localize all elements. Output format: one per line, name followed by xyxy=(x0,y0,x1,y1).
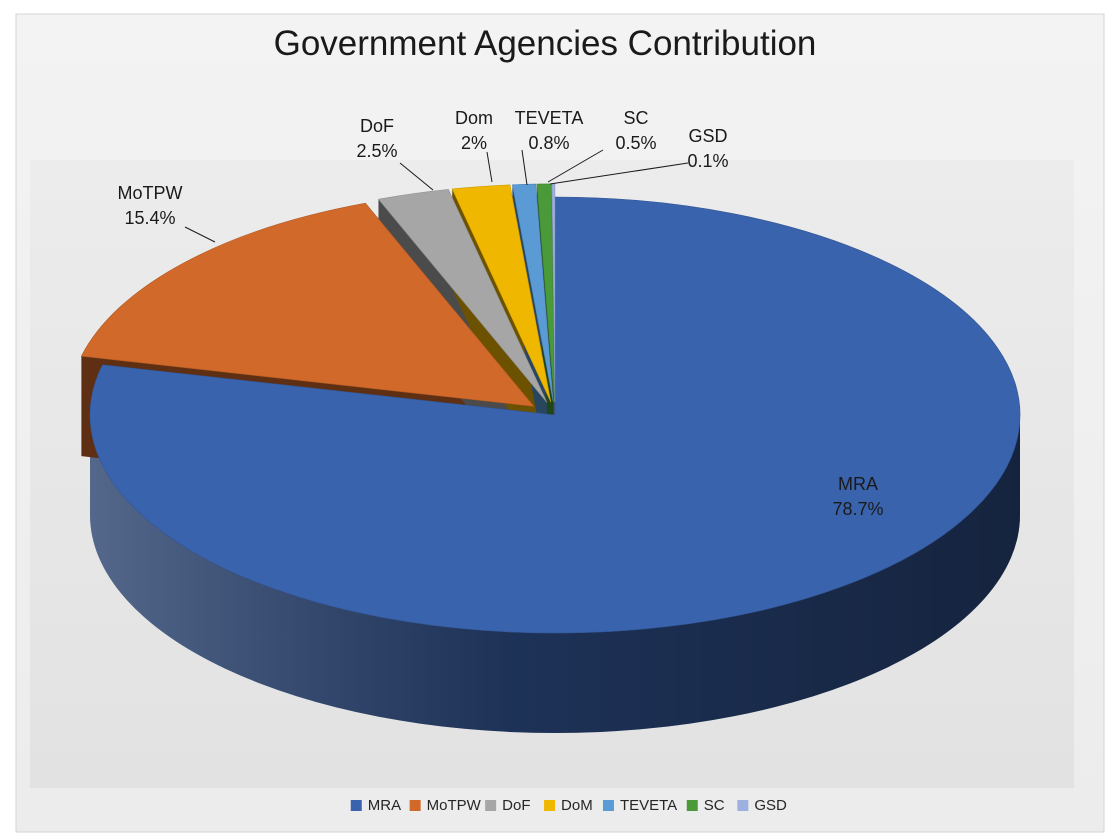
legend-swatch-dom xyxy=(544,800,555,811)
legend-entry-motpw: MoTPW xyxy=(427,797,482,814)
legend-entry-dom: DoM xyxy=(561,797,593,814)
data-label-value-gsd: 0.1% xyxy=(687,151,728,171)
data-label-name-dof: DoF xyxy=(360,116,394,136)
legend-swatch-sc xyxy=(687,800,698,811)
legend-entry-mra: MRA xyxy=(368,797,401,814)
data-label-name-gsd: GSD xyxy=(688,126,727,146)
data-label-value-sc: 0.5% xyxy=(615,133,656,153)
data-label-value-dom: 2% xyxy=(461,133,487,153)
legend-swatch-teveta xyxy=(603,800,614,811)
legend-swatch-motpw xyxy=(410,800,421,811)
data-label-value-teveta: 0.8% xyxy=(528,133,569,153)
data-label-name-teveta: TEVETA xyxy=(515,108,584,128)
data-label-name-sc: SC xyxy=(623,108,648,128)
legend-swatch-gsd xyxy=(737,800,748,811)
data-label-value-dof: 2.5% xyxy=(356,141,397,161)
legend-entry-dof: DoF xyxy=(502,797,530,814)
data-label-name-motpw: MoTPW xyxy=(118,183,183,203)
chart-title: Government Agencies Contribution xyxy=(274,24,817,63)
data-label-value-motpw: 15.4% xyxy=(124,208,175,228)
data-label-name-mra: MRA xyxy=(838,474,878,494)
legend-entry-teveta: TEVETA xyxy=(620,797,677,814)
data-label-value-mra: 78.7% xyxy=(832,499,883,519)
data-label-name-dom: Dom xyxy=(455,108,493,128)
legend-entry-gsd: GSD xyxy=(754,797,787,814)
legend-entry-sc: SC xyxy=(704,797,725,814)
legend-swatch-mra xyxy=(351,800,362,811)
legend-swatch-dof xyxy=(485,800,496,811)
